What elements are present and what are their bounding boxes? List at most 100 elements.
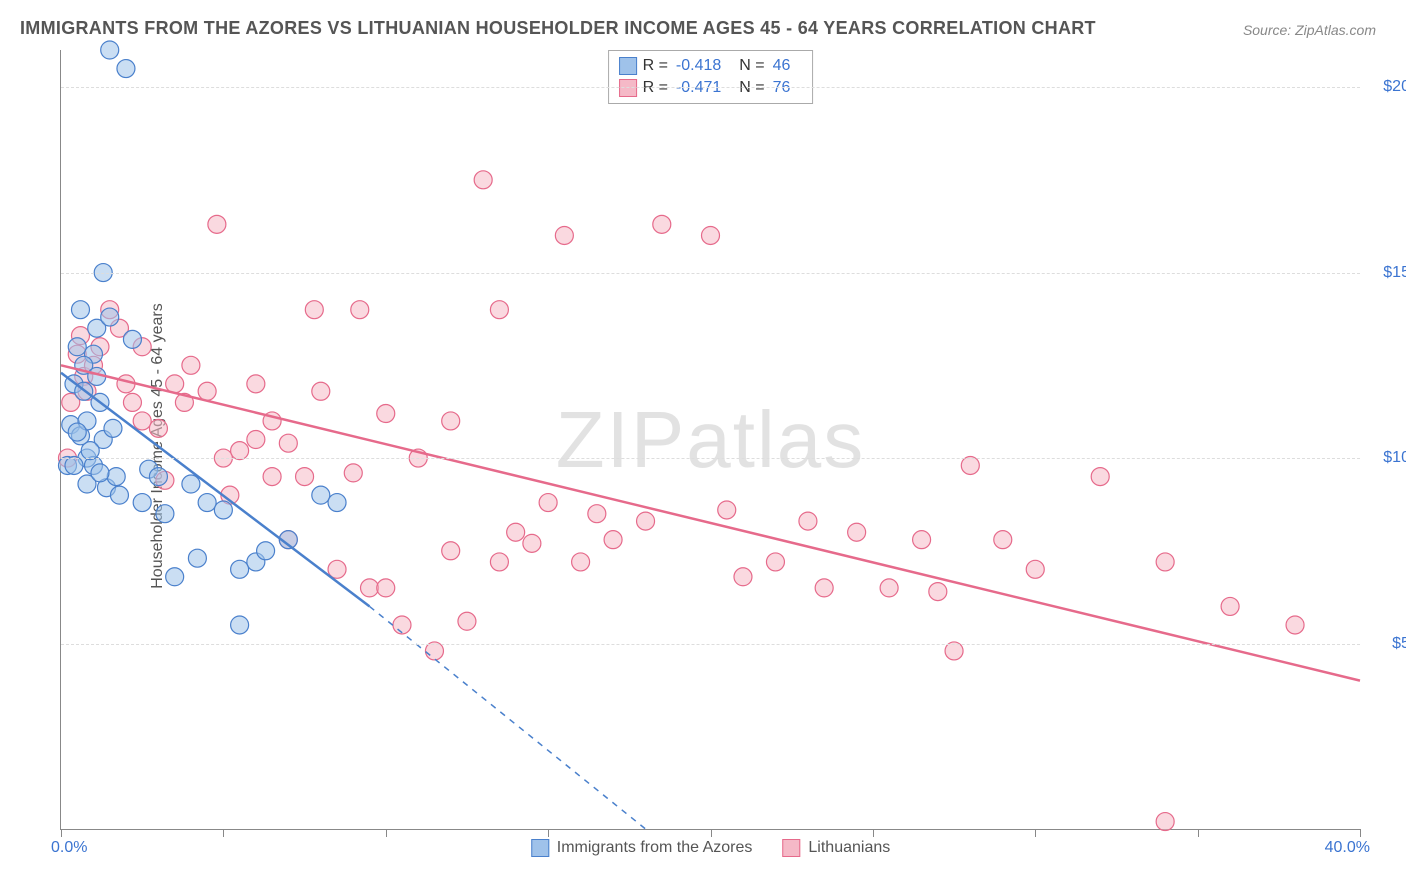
y-tick-label: $100,000 <box>1370 449 1406 467</box>
data-point <box>149 419 167 437</box>
gridline <box>61 644 1360 645</box>
data-point <box>344 464 362 482</box>
data-point <box>117 60 135 78</box>
data-point <box>848 523 866 541</box>
data-point <box>65 456 83 474</box>
data-point <box>279 434 297 452</box>
data-point <box>182 475 200 493</box>
data-point <box>231 616 249 634</box>
swatch-series2-bottom <box>782 839 800 857</box>
data-point <box>133 494 151 512</box>
regression-line-1-dash <box>370 606 646 829</box>
data-point <box>442 542 460 560</box>
data-point <box>351 301 369 319</box>
data-point <box>994 531 1012 549</box>
data-point <box>257 542 275 560</box>
data-point <box>156 505 174 523</box>
data-point <box>929 583 947 601</box>
data-point <box>377 405 395 423</box>
data-point <box>945 642 963 660</box>
data-point <box>539 494 557 512</box>
data-point <box>101 41 119 59</box>
data-point <box>1286 616 1304 634</box>
data-point <box>328 494 346 512</box>
chart-title: IMMIGRANTS FROM THE AZORES VS LITHUANIAN… <box>20 18 1096 39</box>
data-point <box>247 375 265 393</box>
gridline <box>61 273 1360 274</box>
data-point <box>523 534 541 552</box>
x-min-label: 0.0% <box>51 839 87 857</box>
data-point <box>637 512 655 530</box>
x-tick <box>61 829 62 837</box>
data-point <box>214 501 232 519</box>
data-point <box>1156 813 1174 831</box>
gridline <box>61 458 1360 459</box>
data-point <box>572 553 590 571</box>
data-point <box>1156 553 1174 571</box>
legend-item-2: Lithuanians <box>782 839 890 857</box>
data-point <box>702 226 720 244</box>
data-point <box>425 642 443 660</box>
data-point <box>555 226 573 244</box>
x-tick <box>873 829 874 837</box>
data-point <box>1091 468 1109 486</box>
data-point <box>815 579 833 597</box>
data-point <box>166 568 184 586</box>
gridline <box>61 87 1360 88</box>
data-point <box>68 423 86 441</box>
data-point <box>198 382 216 400</box>
data-point <box>913 531 931 549</box>
data-point <box>393 616 411 634</box>
data-point <box>799 512 817 530</box>
chart-area: ZIPatlas R = -0.418 N = 46 R = -0.471 N … <box>60 50 1360 830</box>
x-tick <box>711 829 712 837</box>
data-point <box>880 579 898 597</box>
data-point <box>123 393 141 411</box>
legend-item-1: Immigrants from the Azores <box>531 839 753 857</box>
data-point <box>490 553 508 571</box>
legend-label-2: Lithuanians <box>808 839 890 857</box>
data-point <box>1221 597 1239 615</box>
data-point <box>1026 560 1044 578</box>
data-point <box>247 431 265 449</box>
legend-label-1: Immigrants from the Azores <box>557 839 753 857</box>
data-point <box>361 579 379 597</box>
data-point <box>188 549 206 567</box>
swatch-series1-bottom <box>531 839 549 857</box>
x-max-label: 40.0% <box>1325 839 1370 857</box>
data-point <box>107 468 125 486</box>
data-point <box>458 612 476 630</box>
data-point <box>312 486 330 504</box>
data-point <box>91 464 109 482</box>
data-point <box>507 523 525 541</box>
data-point <box>149 468 167 486</box>
data-point <box>296 468 314 486</box>
data-point <box>734 568 752 586</box>
regression-line-2 <box>61 365 1360 680</box>
data-point <box>182 356 200 374</box>
plot-svg <box>61 50 1360 829</box>
y-tick-label: $200,000 <box>1370 78 1406 96</box>
data-point <box>653 215 671 233</box>
data-point <box>312 382 330 400</box>
bottom-legend: Immigrants from the Azores Lithuanians <box>531 839 890 857</box>
data-point <box>110 486 128 504</box>
x-tick <box>1035 829 1036 837</box>
data-point <box>101 308 119 326</box>
data-point <box>377 579 395 597</box>
data-point <box>961 456 979 474</box>
x-tick <box>548 829 549 837</box>
data-point <box>718 501 736 519</box>
data-point <box>198 494 216 512</box>
x-tick <box>386 829 387 837</box>
data-point <box>263 468 281 486</box>
data-point <box>490 301 508 319</box>
data-point <box>231 442 249 460</box>
data-point <box>231 560 249 578</box>
data-point <box>104 419 122 437</box>
data-point <box>588 505 606 523</box>
data-point <box>474 171 492 189</box>
source-label: Source: ZipAtlas.com <box>1243 22 1376 38</box>
data-point <box>305 301 323 319</box>
x-tick <box>1198 829 1199 837</box>
